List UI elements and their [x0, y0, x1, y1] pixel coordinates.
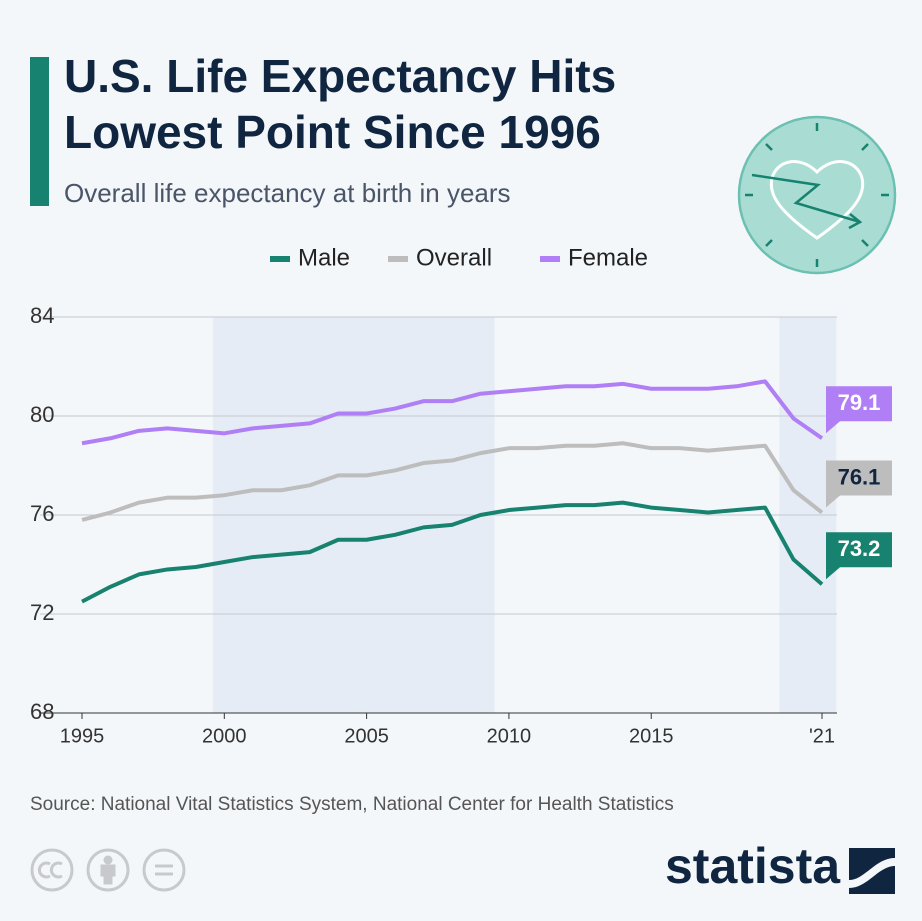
value-label: 79.1	[838, 390, 881, 415]
source: Source: National Vital Statistics System…	[30, 794, 674, 815]
title-accent	[30, 57, 49, 206]
y-tick-label: 80	[30, 402, 54, 427]
license-icons	[30, 848, 186, 892]
x-tick-label: 1995	[60, 725, 105, 747]
legend-label: Overall	[416, 244, 492, 271]
value-label-box	[826, 532, 892, 580]
brand: statista	[665, 838, 841, 894]
x-tick-label: 2015	[629, 725, 674, 747]
chart-title: Lowest Point Since 1996	[64, 106, 601, 158]
legend-label: Male	[298, 244, 350, 271]
series-line	[81, 379, 824, 446]
x-tick-label: 2010	[487, 725, 532, 747]
series-line	[81, 500, 824, 604]
y-tick-label: 76	[30, 501, 54, 526]
x-tick-label: '21	[809, 725, 835, 747]
series-line	[81, 441, 824, 522]
chart-subtitle: Overall life expectancy at birth in year…	[64, 178, 511, 208]
x-tick-label: 2005	[344, 725, 389, 747]
legend-label: Female	[568, 244, 648, 271]
value-label: 76.1	[838, 464, 881, 489]
brand-logo	[849, 848, 895, 894]
chart-title: U.S. Life Expectancy Hits	[64, 50, 616, 102]
value-label: 73.2	[838, 536, 881, 561]
value-label-box	[826, 386, 892, 434]
heart-icon	[737, 115, 897, 275]
y-tick-label: 84	[30, 303, 54, 328]
y-tick-label: 72	[30, 600, 54, 625]
y-tick-label: 68	[30, 699, 54, 724]
x-tick-label: 2000	[202, 725, 247, 747]
value-label-box	[826, 460, 892, 508]
